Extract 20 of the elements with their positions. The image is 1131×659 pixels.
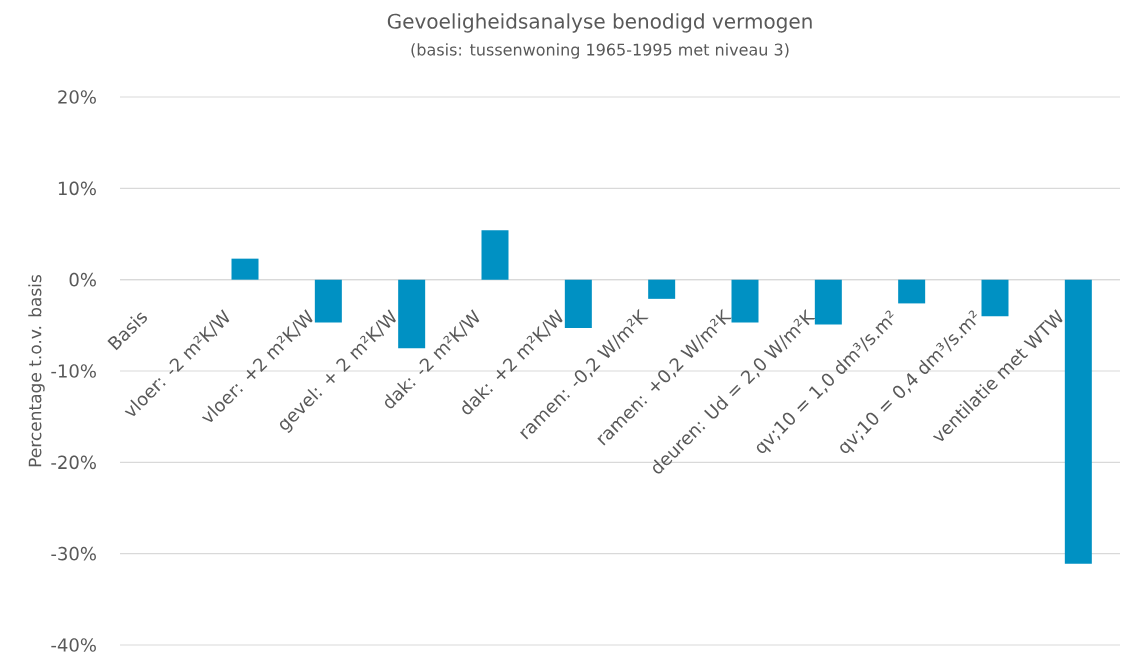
bar <box>981 279 1009 317</box>
bar <box>898 279 926 304</box>
y-tick-label: -40% <box>51 638 96 652</box>
y-tick-label: 10% <box>58 181 96 196</box>
bar <box>731 279 759 323</box>
bar <box>564 279 592 329</box>
bar <box>314 279 342 323</box>
bar <box>648 279 676 299</box>
bar <box>481 230 509 280</box>
bar <box>398 279 426 349</box>
y-tick-label: 20% <box>58 90 96 104</box>
y-tick-label: -30% <box>51 546 96 561</box>
y-tick-label: -10% <box>51 364 96 378</box>
chart-subtitle: (basis: tussenwoning 1965-1995 met niveau 3) <box>411 43 789 59</box>
chart-title: Gevoeligheidsanalyse benodigd vermogen <box>387 13 812 33</box>
y-tick-label: 0% <box>69 272 96 287</box>
y-axis-title: Percentage t.o.v. basis <box>28 275 45 467</box>
bar <box>231 258 259 280</box>
y-tick-label: -20% <box>51 455 96 470</box>
bar <box>1064 279 1092 564</box>
